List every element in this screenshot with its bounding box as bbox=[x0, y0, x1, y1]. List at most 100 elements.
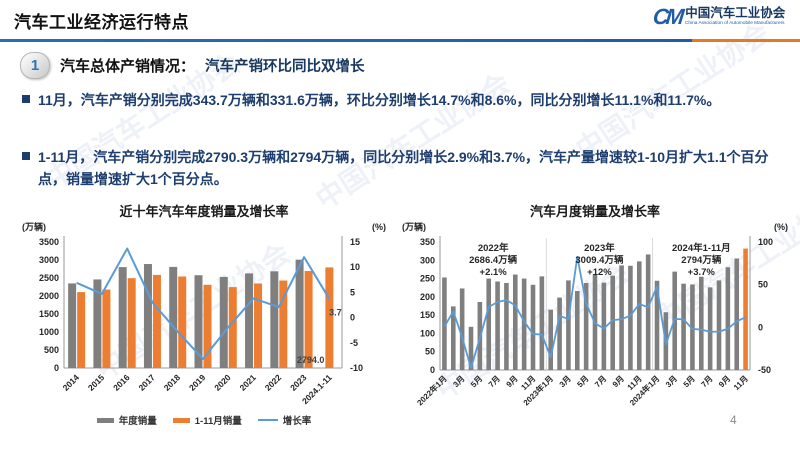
svg-text:2017: 2017 bbox=[136, 372, 157, 393]
svg-text:1000: 1000 bbox=[39, 327, 59, 337]
svg-text:2019: 2019 bbox=[187, 372, 208, 393]
svg-text:5月: 5月 bbox=[469, 374, 484, 389]
svg-text:50: 50 bbox=[758, 280, 768, 290]
svg-text:2014: 2014 bbox=[61, 372, 82, 393]
svg-text:2022年1月: 2022年1月 bbox=[415, 373, 449, 407]
monthly-chart-title: 汽车月度销量及增长率 bbox=[529, 204, 660, 219]
org-name-en: China Association of Automobile Manufact… bbox=[685, 20, 785, 27]
svg-text:2500: 2500 bbox=[39, 273, 59, 283]
svg-text:2794万辆: 2794万辆 bbox=[681, 254, 722, 266]
svg-text:2022年: 2022年 bbox=[478, 242, 509, 254]
svg-text:-5: -5 bbox=[350, 338, 358, 348]
svg-text:(%): (%) bbox=[774, 222, 788, 232]
svg-text:-50: -50 bbox=[758, 365, 771, 375]
svg-text:100: 100 bbox=[758, 237, 773, 247]
svg-text:9月: 9月 bbox=[717, 374, 732, 389]
svg-text:0: 0 bbox=[758, 322, 763, 332]
annual-chart-title: 近十年汽车年度销量及增长率 bbox=[119, 204, 289, 219]
svg-text:9月: 9月 bbox=[611, 374, 626, 389]
svg-text:2000: 2000 bbox=[39, 291, 59, 301]
svg-text:2021: 2021 bbox=[238, 372, 259, 393]
caam-logo-icon: CM bbox=[651, 4, 683, 29]
svg-text:2015: 2015 bbox=[86, 372, 107, 393]
svg-text:3000: 3000 bbox=[39, 255, 59, 265]
svg-text:-10: -10 bbox=[350, 363, 363, 373]
svg-text:2686.4万辆: 2686.4万辆 bbox=[469, 254, 518, 266]
svg-text:500: 500 bbox=[44, 345, 59, 355]
svg-text:+3.7%: +3.7% bbox=[688, 267, 716, 278]
svg-text:(万辆): (万辆) bbox=[22, 221, 46, 232]
svg-text:15: 15 bbox=[350, 237, 360, 247]
annual-chart-plot: (万辆) (%) 0 500 1000 1500 2000 2500 3000 3500 -10 -5… bbox=[22, 221, 386, 406]
legend-label: 1-11月销量 bbox=[194, 416, 242, 427]
section-heading: 1 汽车总体产销情况： 汽车产销环比同比双增长 bbox=[20, 52, 365, 79]
watermark: 中国汽车工业协会 bbox=[310, 67, 516, 216]
svg-text:7月: 7月 bbox=[593, 374, 608, 389]
orange-bar-swatch-icon bbox=[172, 417, 190, 423]
svg-text:7月: 7月 bbox=[699, 374, 714, 389]
svg-text:7月: 7月 bbox=[487, 374, 502, 389]
svg-text:3月: 3月 bbox=[558, 374, 573, 389]
svg-text:200: 200 bbox=[420, 292, 435, 302]
legend-item-jan-nov: 1-11月销量 bbox=[172, 413, 242, 427]
svg-text:2016: 2016 bbox=[111, 372, 132, 393]
svg-text:3500: 3500 bbox=[39, 237, 59, 247]
page-number: 4 bbox=[730, 413, 737, 427]
org-name-cn: 中国汽车工业协会 bbox=[685, 6, 786, 21]
svg-text:(%): (%) bbox=[372, 222, 386, 232]
bullet-text: 11月，汽车产销分别完成343.7万辆和331.6万辆，环比分别增长14.7%和… bbox=[38, 92, 721, 108]
annual-chart-legend: 年度销量 1-11月销量 增长率 bbox=[18, 413, 390, 427]
svg-text:2794.0: 2794.0 bbox=[297, 355, 325, 365]
bullet-jan-nov: 1-11月，汽车产销分别完成2790.3万辆和2794万辆，同比分别增长2.9%… bbox=[22, 147, 778, 190]
svg-text:50: 50 bbox=[425, 347, 435, 357]
svg-text:5月: 5月 bbox=[682, 374, 697, 389]
svg-text:+12%: +12% bbox=[587, 267, 612, 278]
legend-item-annual: 年度销量 bbox=[96, 413, 157, 427]
svg-text:2023: 2023 bbox=[288, 372, 309, 393]
svg-text:2018: 2018 bbox=[162, 372, 183, 393]
svg-text:350: 350 bbox=[420, 237, 435, 247]
svg-text:3.7: 3.7 bbox=[329, 308, 342, 318]
svg-text:10: 10 bbox=[350, 262, 360, 272]
bullet-text: 1-11月，汽车产销分别完成2790.3万辆和2794万辆，同比分别增长2.9%… bbox=[38, 149, 769, 187]
svg-text:2022: 2022 bbox=[263, 372, 284, 393]
svg-text:300: 300 bbox=[420, 255, 435, 265]
bullet-square-icon bbox=[22, 95, 30, 103]
annual-sales-chart: 近十年汽车年度销量及增长率 (万辆) (%) 0 500 1000 1500 2000 250… bbox=[18, 201, 390, 427]
svg-text:0: 0 bbox=[430, 365, 435, 375]
section-subtitle: 汽车产销环比同比双增长 bbox=[205, 59, 365, 75]
svg-text:1500: 1500 bbox=[39, 309, 59, 319]
svg-text:5月: 5月 bbox=[575, 374, 590, 389]
org-logo: CM 中国汽车工业协会 China Association of Automob… bbox=[651, 4, 790, 29]
monthly-sales-chart: 汽车月度销量及增长率 (万辆) (%) 0 50 100 150 200 250 300 350 -… bbox=[398, 201, 792, 431]
svg-text:150: 150 bbox=[420, 310, 435, 320]
blue-line-swatch-icon bbox=[257, 419, 278, 421]
section-title: 汽车总体产销情况： bbox=[60, 58, 196, 75]
svg-text:2020: 2020 bbox=[212, 372, 233, 393]
svg-text:3009.4万辆: 3009.4万辆 bbox=[575, 254, 624, 266]
gray-bar-swatch-icon bbox=[96, 417, 114, 423]
bullet-square-icon bbox=[22, 152, 30, 160]
svg-text:250: 250 bbox=[420, 274, 435, 284]
svg-text:2024年1-11月: 2024年1-11月 bbox=[672, 242, 731, 254]
svg-text:11月: 11月 bbox=[732, 374, 750, 392]
svg-text:0: 0 bbox=[350, 313, 355, 323]
svg-text:(万辆): (万辆) bbox=[402, 221, 426, 232]
legend-item-growth: 增长率 bbox=[257, 413, 312, 427]
svg-text:3月: 3月 bbox=[664, 374, 679, 389]
legend-label: 年度销量 bbox=[118, 416, 157, 427]
svg-text:+2.1%: +2.1% bbox=[480, 267, 508, 278]
monthly-chart-plot: (万辆) (%) 0 50 100 150 200 250 300 350 -50 0 50 100 202… bbox=[402, 221, 788, 407]
svg-text:0: 0 bbox=[54, 363, 59, 373]
page-title: 汽车工业经济运行特点 bbox=[14, 13, 189, 32]
svg-text:5: 5 bbox=[350, 287, 355, 297]
svg-text:3月: 3月 bbox=[451, 374, 466, 389]
svg-text:2023年: 2023年 bbox=[584, 242, 615, 254]
svg-text:100: 100 bbox=[420, 328, 435, 338]
header-divider bbox=[0, 39, 800, 42]
legend-label: 增长率 bbox=[282, 416, 312, 427]
bullet-november: 11月，汽车产销分别完成343.7万辆和331.6万辆，环比分别增长14.7%和… bbox=[22, 90, 778, 112]
section-number-badge: 1 bbox=[20, 52, 50, 79]
svg-text:9月: 9月 bbox=[505, 374, 520, 389]
